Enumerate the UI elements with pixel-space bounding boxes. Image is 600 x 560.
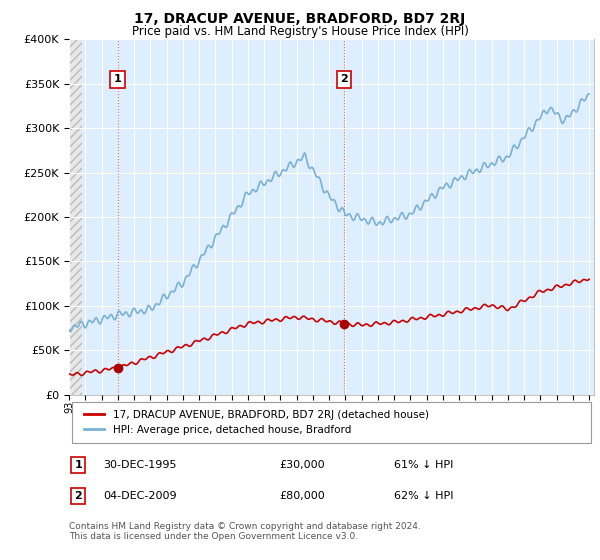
Text: Price paid vs. HM Land Registry's House Price Index (HPI): Price paid vs. HM Land Registry's House … [131,25,469,38]
Text: 2: 2 [340,74,348,84]
Text: 1: 1 [74,460,82,470]
Text: 04-DEC-2009: 04-DEC-2009 [103,491,177,501]
Text: 1: 1 [114,74,121,84]
Text: 30-DEC-1995: 30-DEC-1995 [103,460,176,470]
Text: £30,000: £30,000 [279,460,325,470]
Legend: 17, DRACUP AVENUE, BRADFORD, BD7 2RJ (detached house), HPI: Average price, detac: 17, DRACUP AVENUE, BRADFORD, BD7 2RJ (de… [79,405,433,439]
Text: Contains HM Land Registry data © Crown copyright and database right 2024.
This d: Contains HM Land Registry data © Crown c… [69,522,421,542]
Text: 2: 2 [74,491,82,501]
Text: 61% ↓ HPI: 61% ↓ HPI [395,460,454,470]
Text: 17, DRACUP AVENUE, BRADFORD, BD7 2RJ: 17, DRACUP AVENUE, BRADFORD, BD7 2RJ [134,12,466,26]
Text: £80,000: £80,000 [279,491,325,501]
FancyBboxPatch shape [71,402,592,443]
Text: 62% ↓ HPI: 62% ↓ HPI [395,491,454,501]
